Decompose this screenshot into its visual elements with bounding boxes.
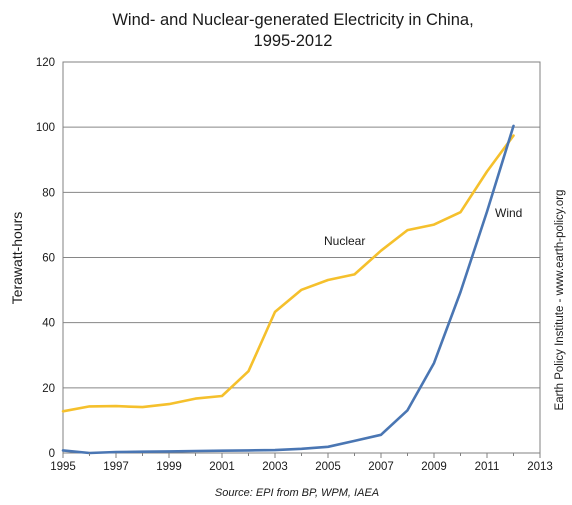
wind-series-label: Wind (495, 206, 522, 220)
y-axis-label: Terawatt-hours (9, 212, 25, 305)
x-tick-label: 2003 (262, 461, 288, 473)
x-axis-ticks: 1995 1997 1999 2001 2003 2005 2007 2009 2011 2013 (50, 453, 553, 473)
nuclear-series-line (61, 134, 515, 413)
y-tick-label: 40 (42, 318, 55, 330)
chart-title-line2: 1995-2012 (254, 32, 333, 50)
source-note: Source: EPI from BP, WPM, IAEA (215, 487, 379, 499)
x-tick-label: 2007 (368, 461, 394, 473)
series-layer (61, 124, 515, 455)
wind-series-line (61, 124, 515, 455)
credit-text: Earth Policy Institute - www.earth-polic… (554, 190, 566, 411)
y-tick-label: 0 (49, 448, 55, 460)
y-tick-label: 20 (42, 383, 55, 395)
x-tick-label: 1997 (103, 461, 129, 473)
nuclear-series-label: Nuclear (324, 234, 365, 248)
x-tick-label: 1995 (50, 461, 76, 473)
x-tick-label: 2001 (209, 461, 235, 473)
y-tick-label: 120 (36, 57, 55, 69)
x-tick-label: 2011 (475, 461, 500, 473)
y-tick-label: 80 (42, 187, 55, 199)
y-axis-ticks: 0 20 40 60 80 100 120 (36, 57, 55, 460)
y-tick-label: 60 (42, 253, 55, 265)
x-tick-label: 2013 (527, 461, 553, 473)
chart-title-line1: Wind- and Nuclear-generated Electricity … (112, 11, 473, 29)
x-tick-label: 1999 (156, 461, 182, 473)
x-tick-label: 2005 (315, 461, 341, 473)
y-tick-label: 100 (36, 122, 55, 134)
x-tick-label: 2009 (421, 461, 447, 473)
gridlines (63, 126, 540, 389)
